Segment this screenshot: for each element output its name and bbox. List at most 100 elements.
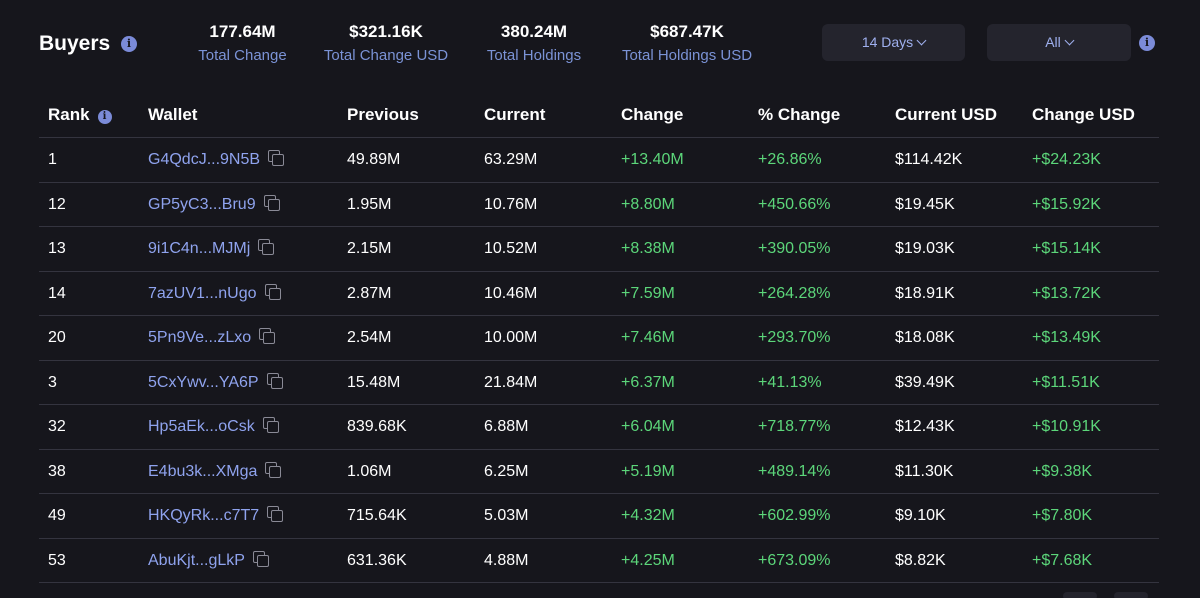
copy-icon[interactable] [258, 239, 275, 256]
column-header-change[interactable]: Change [621, 105, 684, 124]
info-icon[interactable]: i [121, 36, 137, 52]
current-usd-cell: $18.91K [895, 284, 955, 302]
buyers-header: Buyers i 177.64M Total Change $321.16K T… [0, 0, 1200, 90]
change-cell: +6.04M [621, 418, 675, 435]
table-row[interactable]: 14 7azUV1...nUgo 2.87M 10.46M +7.59M +26… [39, 272, 1159, 316]
days-filter-label: 14 Days [861, 34, 914, 50]
table-row[interactable]: 38 E4bu3k...XMga 1.06M 6.25M +5.19M +489… [39, 450, 1159, 494]
column-header-wallet[interactable]: Wallet [148, 105, 198, 124]
wallet-link[interactable]: 5CxYwv...YA6P [148, 361, 284, 405]
stat-value: $321.16K [349, 22, 423, 41]
stat-label: Total Holdings [486, 47, 582, 64]
change-usd-cell: +$13.49K [1032, 329, 1101, 346]
wallet-link[interactable]: 5Pn9Ve...zLxo [148, 316, 276, 360]
change-usd-cell: +$9.38K [1032, 462, 1093, 480]
wallet-link[interactable]: HKQyRk...c7T7 [148, 494, 284, 538]
copy-icon[interactable] [259, 328, 276, 345]
copy-icon[interactable] [266, 372, 284, 390]
change-cell: +4.25M [621, 551, 675, 569]
current-cell: 10.76M [484, 195, 538, 213]
chevron-down-icon [916, 35, 927, 46]
column-header-current[interactable]: Current [484, 105, 546, 124]
copy-icon[interactable] [268, 150, 285, 167]
current-usd-cell: $39.49K [895, 373, 955, 391]
pct-change-cell: +41.13% [758, 373, 822, 391]
info-icon[interactable]: i [97, 110, 112, 124]
copy-icon[interactable] [263, 194, 281, 212]
change-usd-cell: +$24.23K [1032, 151, 1101, 168]
table-row[interactable]: 32 Hp5aEk...oCsk 839.68K 6.88M +6.04M +7… [39, 405, 1159, 450]
stat-value: 177.64M [209, 22, 276, 41]
pct-change-cell: +450.66% [758, 195, 831, 213]
wallet-link[interactable]: E4bu3k...XMga [148, 450, 282, 494]
pct-change-cell: +293.70% [758, 329, 831, 346]
days-filter-dropdown[interactable]: 14 Days [822, 24, 965, 61]
current-usd-cell: $114.42K [895, 151, 963, 168]
copy-icon[interactable] [252, 550, 270, 568]
previous-cell: 839.68K [347, 418, 407, 435]
copy-icon[interactable] [262, 417, 280, 434]
column-header-change-usd[interactable]: Change USD [1032, 105, 1135, 124]
rank-cell: 32 [48, 418, 66, 435]
stat-total-holdings: 380.24M Total Holdings [478, 21, 590, 67]
rank-cell: 49 [48, 507, 66, 524]
change-usd-cell: +$15.92K [1032, 195, 1101, 213]
previous-cell: 49.89M [347, 151, 401, 168]
pct-change-cell: +602.99% [758, 507, 831, 524]
previous-cell: 15.48M [347, 373, 401, 391]
wallet-link[interactable]: Hp5aEk...oCsk [148, 405, 280, 449]
change-cell: +7.46M [621, 329, 675, 346]
previous-cell: 715.64K [347, 507, 407, 524]
current-usd-cell: $19.45K [895, 195, 955, 213]
current-cell: 10.46M [484, 284, 538, 302]
change-cell: +8.80M [621, 195, 675, 213]
table-row[interactable]: 3 5CxYwv...YA6P 15.48M 21.84M +6.37M +41… [39, 361, 1159, 405]
chevron-down-icon [1064, 35, 1075, 46]
table-row[interactable]: 49 HKQyRk...c7T7 715.64K 5.03M +4.32M +6… [39, 494, 1159, 539]
current-cell: 10.00M [484, 329, 538, 346]
page-title: Buyers [39, 32, 111, 55]
column-header-pct-change[interactable]: % Change [758, 105, 841, 124]
pct-change-cell: +718.77% [758, 418, 831, 435]
table-row[interactable]: 13 9i1C4n...MJMj 2.15M 10.52M +8.38M +39… [39, 227, 1159, 272]
wallet-link[interactable]: 7azUV1...nUgo [148, 272, 282, 316]
change-cell: +6.37M [621, 373, 675, 391]
pct-change-cell: +673.09% [758, 551, 831, 569]
column-header-current-usd[interactable]: Current USD [895, 105, 998, 124]
stat-label: Total Change [198, 47, 287, 64]
wallet-link[interactable]: GP5yC3...Bru9 [148, 183, 281, 227]
pct-change-cell: +489.14% [758, 462, 831, 480]
pagination-button[interactable] [1063, 592, 1097, 598]
copy-icon[interactable] [267, 506, 284, 523]
previous-cell: 1.06M [347, 462, 392, 480]
table-row[interactable]: 12 GP5yC3...Bru9 1.95M 10.76M +8.80M +45… [39, 183, 1159, 227]
table-row[interactable]: 20 5Pn9Ve...zLxo 2.54M 10.00M +7.46M +29… [39, 316, 1159, 361]
change-cell: +8.38M [621, 240, 675, 257]
info-icon[interactable]: i [1139, 35, 1155, 51]
wallet-link[interactable]: AbuKjt...gLkP [148, 539, 270, 583]
change-cell: +7.59M [621, 284, 675, 302]
change-usd-cell: +$7.68K [1032, 551, 1093, 569]
copy-icon[interactable] [264, 283, 282, 301]
scope-filter-label: All [1045, 34, 1061, 50]
copy-icon[interactable] [265, 461, 282, 479]
stat-total-change: 177.64M Total Change [190, 21, 295, 67]
stat-label: Total Holdings USD [621, 47, 753, 64]
table-row[interactable]: 1 G4QdcJ...9N5B 49.89M 63.29M +13.40M +2… [39, 138, 1159, 183]
wallet-link[interactable]: 9i1C4n...MJMj [148, 227, 275, 271]
change-usd-cell: +$7.80K [1032, 507, 1093, 524]
current-cell: 21.84M [484, 373, 538, 391]
wallet-link[interactable]: G4QdcJ...9N5B [148, 138, 285, 182]
scope-filter-dropdown[interactable]: All [987, 24, 1131, 61]
rank-cell: 14 [48, 284, 66, 302]
pagination-button[interactable] [1114, 592, 1148, 598]
rank-cell: 1 [48, 151, 57, 168]
column-header-previous[interactable]: Previous [347, 105, 419, 124]
table-row[interactable]: 53 AbuKjt...gLkP 631.36K 4.88M +4.25M +6… [39, 539, 1159, 583]
change-usd-cell: +$13.72K [1032, 284, 1101, 302]
current-usd-cell: $8.82K [895, 551, 946, 569]
previous-cell: 2.54M [347, 329, 392, 346]
column-header-rank[interactable]: Rank i [48, 93, 112, 137]
rank-cell: 20 [48, 329, 66, 346]
